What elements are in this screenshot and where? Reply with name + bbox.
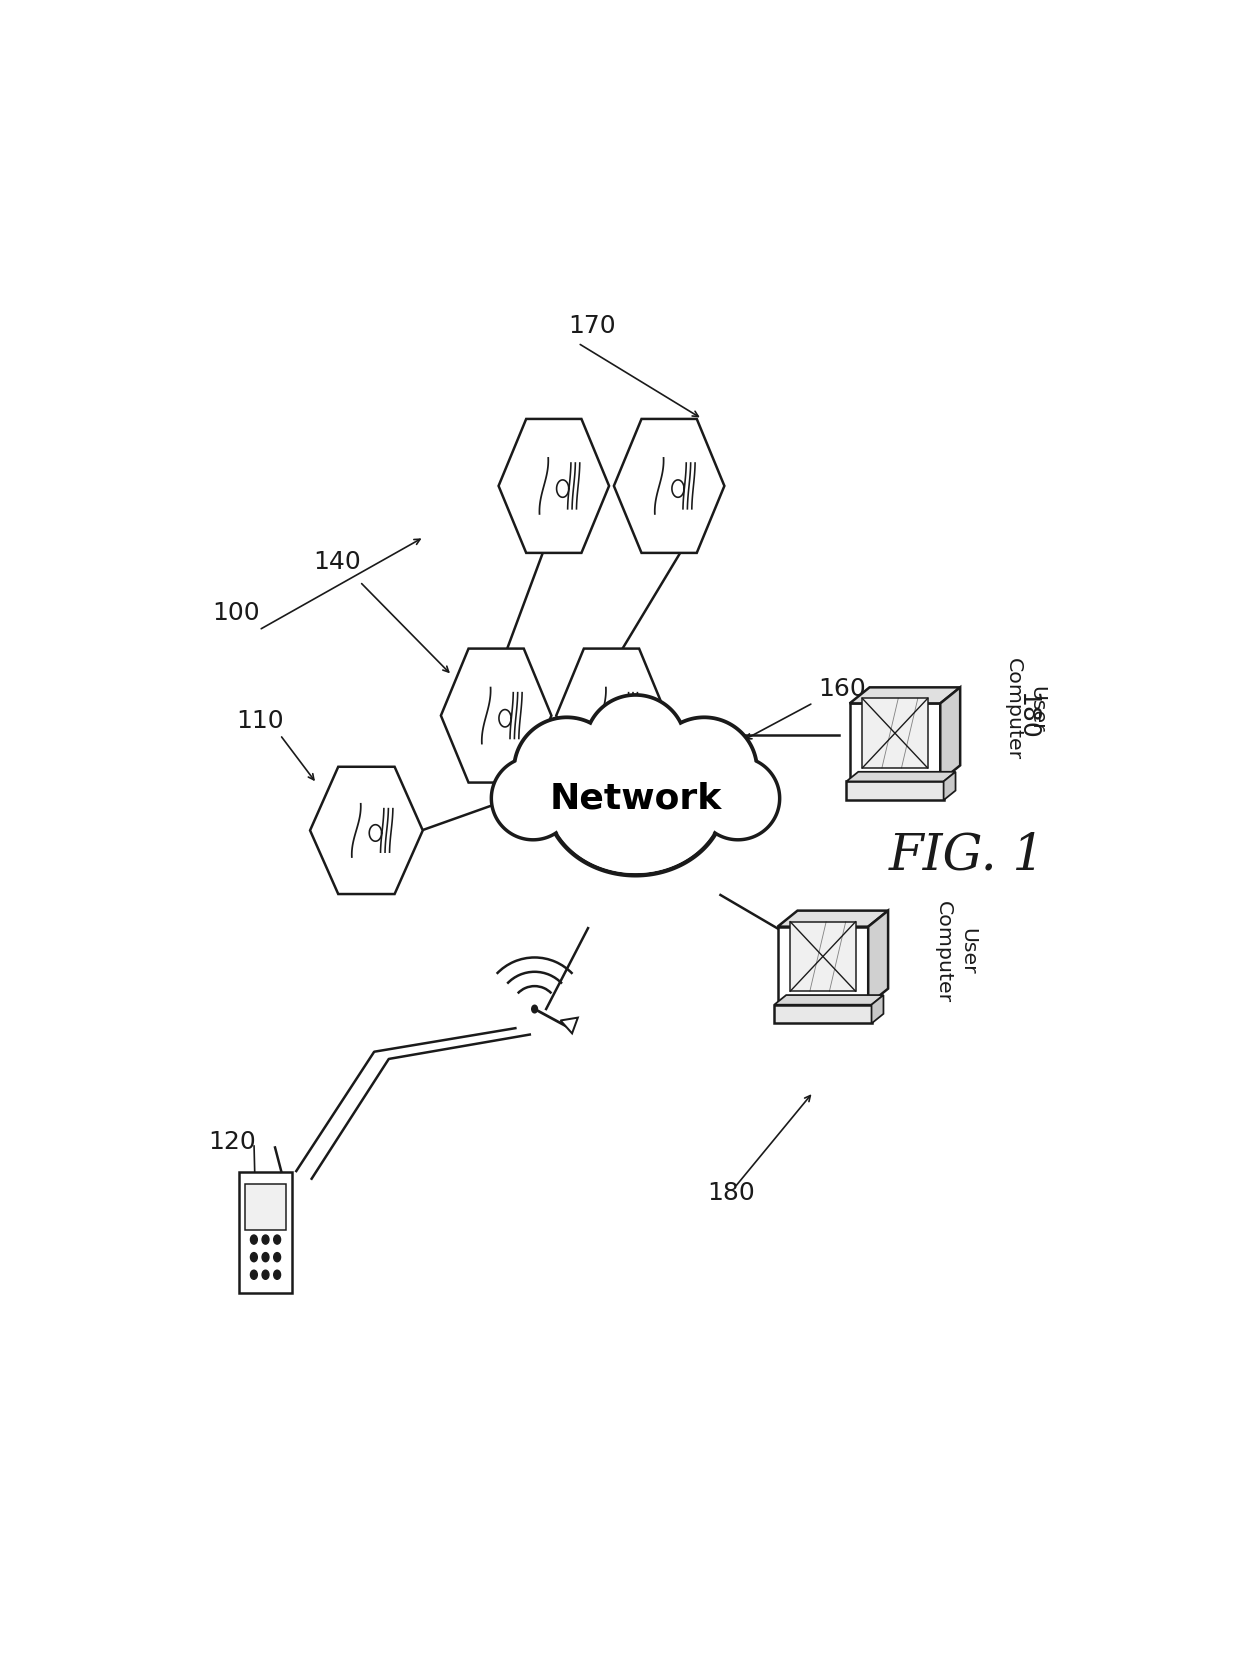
Text: 120: 120 xyxy=(208,1130,255,1155)
Polygon shape xyxy=(872,996,883,1024)
Text: 180: 180 xyxy=(708,1181,755,1205)
Polygon shape xyxy=(940,688,960,782)
Circle shape xyxy=(274,1253,280,1261)
Polygon shape xyxy=(653,719,755,820)
Polygon shape xyxy=(548,724,723,873)
Circle shape xyxy=(250,1271,258,1279)
Polygon shape xyxy=(847,772,956,782)
Text: User
Computer: User Computer xyxy=(1003,658,1047,761)
Polygon shape xyxy=(246,1183,285,1229)
Text: 100: 100 xyxy=(213,601,260,625)
Text: 180: 180 xyxy=(1016,691,1039,739)
Polygon shape xyxy=(441,648,552,782)
Polygon shape xyxy=(697,757,779,840)
Text: FIG. 1: FIG. 1 xyxy=(889,832,1045,880)
Polygon shape xyxy=(790,921,856,991)
Polygon shape xyxy=(777,911,888,926)
Text: 170: 170 xyxy=(568,313,616,338)
Polygon shape xyxy=(546,721,725,875)
Polygon shape xyxy=(239,1171,291,1292)
Polygon shape xyxy=(498,419,609,553)
Circle shape xyxy=(274,1234,280,1244)
Polygon shape xyxy=(868,911,888,1004)
Polygon shape xyxy=(492,757,574,840)
Polygon shape xyxy=(557,648,667,782)
Polygon shape xyxy=(777,926,868,1004)
Polygon shape xyxy=(698,759,777,838)
Polygon shape xyxy=(849,703,940,782)
Circle shape xyxy=(532,1006,537,1012)
Polygon shape xyxy=(774,1004,872,1024)
Polygon shape xyxy=(560,1017,578,1034)
Polygon shape xyxy=(862,699,928,767)
Text: User
Computer: User Computer xyxy=(934,900,977,1002)
Text: 140: 140 xyxy=(314,550,361,573)
Circle shape xyxy=(250,1234,258,1244)
Circle shape xyxy=(262,1253,269,1261)
Polygon shape xyxy=(585,696,686,795)
Text: 160: 160 xyxy=(818,678,866,701)
Polygon shape xyxy=(310,767,423,895)
Polygon shape xyxy=(944,772,956,800)
Text: 110: 110 xyxy=(237,709,284,734)
Polygon shape xyxy=(494,759,573,838)
Circle shape xyxy=(262,1234,269,1244)
Polygon shape xyxy=(849,688,960,703)
Polygon shape xyxy=(614,419,724,553)
Polygon shape xyxy=(516,719,618,820)
Polygon shape xyxy=(587,698,684,794)
Circle shape xyxy=(274,1271,280,1279)
Polygon shape xyxy=(774,996,883,1004)
Circle shape xyxy=(262,1271,269,1279)
Polygon shape xyxy=(652,717,756,822)
Text: Network: Network xyxy=(549,782,722,815)
Circle shape xyxy=(250,1253,258,1261)
Polygon shape xyxy=(515,717,619,822)
Polygon shape xyxy=(847,782,944,800)
